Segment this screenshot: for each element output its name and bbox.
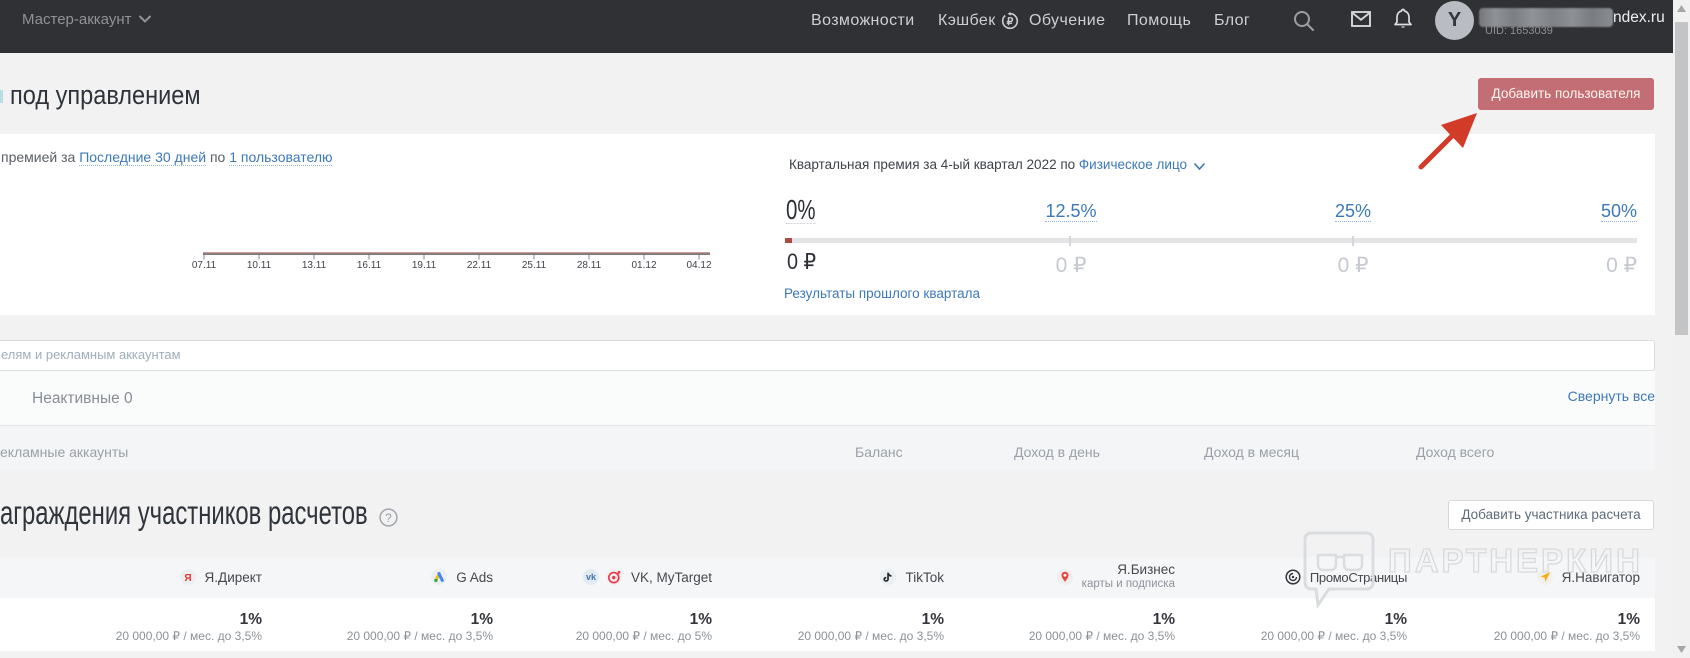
svg-text:28.11: 28.11: [577, 260, 602, 271]
svg-text:22.11: 22.11: [467, 260, 492, 271]
svg-text:13.11: 13.11: [302, 260, 327, 271]
svg-text:25.11: 25.11: [522, 260, 547, 271]
svg-text:19.11: 19.11: [412, 260, 437, 271]
svg-text:Я: Я: [184, 573, 191, 584]
svg-text:10.11: 10.11: [247, 260, 272, 271]
svg-text:01.12: 01.12: [631, 260, 656, 271]
svg-text:?: ?: [385, 511, 392, 525]
svg-text:vk: vk: [586, 572, 597, 582]
svg-text:04.12: 04.12: [686, 260, 711, 271]
svg-text:16.11: 16.11: [357, 260, 382, 271]
svg-text:₽: ₽: [1007, 16, 1014, 28]
svg-text:07.11: 07.11: [192, 260, 217, 271]
